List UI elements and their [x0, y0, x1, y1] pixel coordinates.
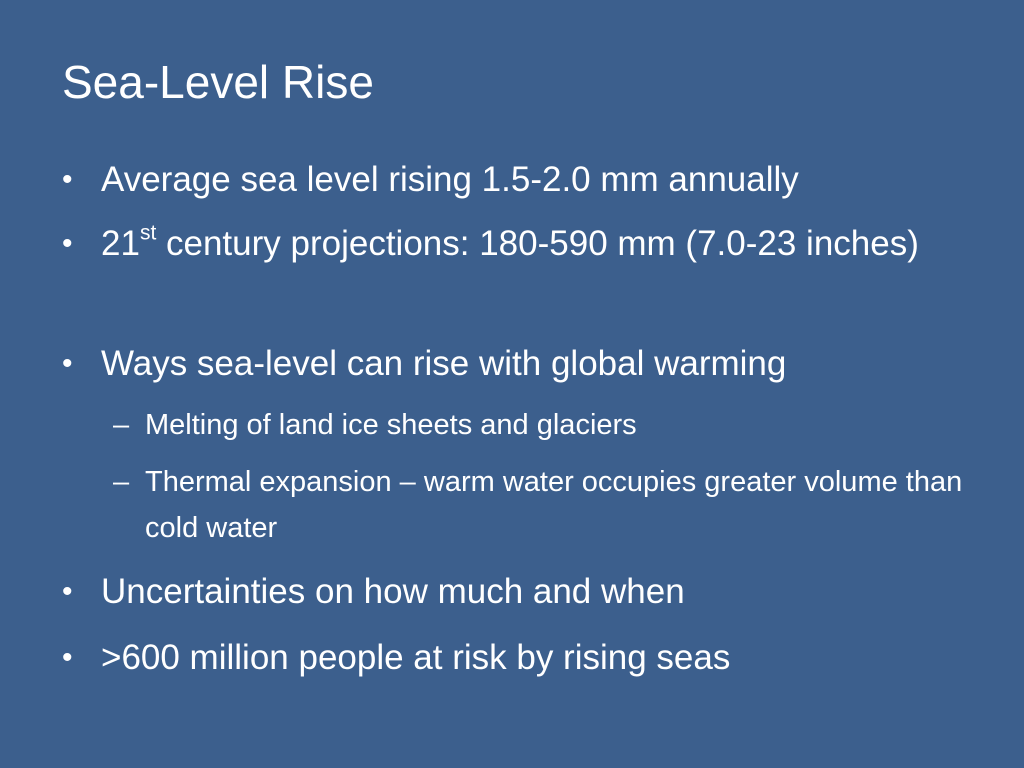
- bullet-text-prefix: 21: [101, 224, 140, 263]
- sub-bullet-text: Thermal expansion – warm water occupies …: [145, 466, 963, 544]
- bullet-icon: •: [62, 227, 73, 260]
- bullet-item: • Uncertainties on how much and when: [62, 564, 961, 620]
- sub-bullet-text: Melting of land ice sheets and glaciers: [145, 409, 637, 441]
- bullet-text: >600 million people at risk by rising se…: [101, 638, 731, 677]
- superscript: st: [139, 221, 157, 245]
- bullet-item: • >600 million people at risk by rising …: [62, 630, 961, 686]
- bullet-text: century projections: 180-590 mm (7.0-23 …: [156, 224, 919, 263]
- sub-bullet-item: – Thermal expansion – warm water occupie…: [113, 459, 975, 551]
- dash-icon: –: [113, 409, 130, 441]
- bullet-icon: •: [62, 347, 73, 380]
- bullet-text: Ways sea-level can rise with global warm…: [101, 344, 787, 383]
- bullet-text: Average sea level rising 1.5-2.0 mm annu…: [101, 160, 799, 199]
- bullet-icon: •: [62, 641, 73, 674]
- sub-bullet-item: – Melting of land ice sheets and glacier…: [113, 402, 975, 448]
- bullet-icon: •: [62, 575, 73, 608]
- bullet-item: • Average sea level rising 1.5-2.0 mm an…: [62, 152, 961, 208]
- bullet-item: • Ways sea-level can rise with global wa…: [62, 336, 961, 392]
- dash-icon: –: [113, 466, 130, 498]
- bullet-icon: •: [62, 163, 73, 196]
- bullet-item: • 21st century projections: 180-590 mm (…: [62, 216, 961, 272]
- slide-title: Sea-Level Rise: [62, 56, 374, 108]
- bullet-text: Uncertainties on how much and when: [101, 572, 685, 611]
